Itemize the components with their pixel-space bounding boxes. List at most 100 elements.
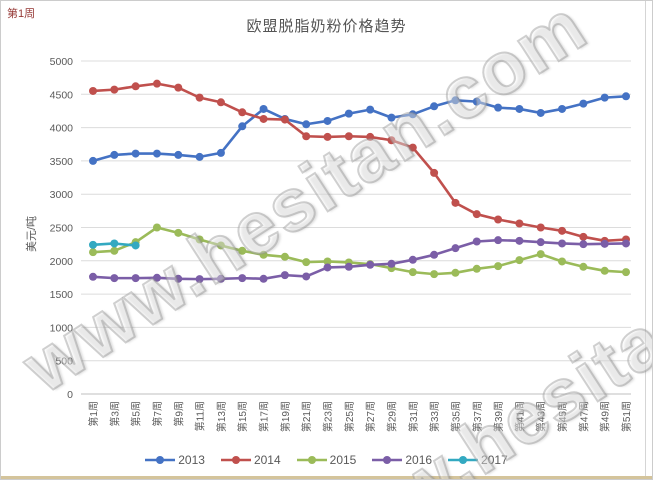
y-tick-label: 5000: [50, 56, 74, 68]
series-marker-2013: [494, 103, 503, 112]
series-marker-2016: [579, 240, 588, 249]
series-marker-2013: [131, 149, 140, 158]
legend-label: 2013: [178, 453, 205, 467]
series-marker-2013: [174, 150, 183, 159]
series-marker-2015: [89, 248, 97, 257]
series-marker-2015: [579, 262, 588, 271]
legend-marker-icon: [145, 456, 176, 464]
legend-marker-icon: [220, 456, 251, 464]
series-marker-2015: [238, 246, 247, 255]
series-marker-2016: [131, 274, 140, 283]
legend-item-2017: 2017: [448, 453, 508, 467]
series-marker-2013: [216, 148, 225, 157]
series-marker-2015: [110, 246, 119, 255]
series-marker-2015: [280, 252, 289, 261]
series-marker-2016: [430, 250, 439, 259]
legend-item-2013: 2013: [145, 453, 205, 467]
series-marker-2016: [600, 239, 609, 248]
series-marker-2015: [152, 223, 161, 232]
page-bottom-strip: [1, 476, 652, 479]
legend-dot: [307, 456, 316, 464]
series-marker-2016: [558, 239, 567, 248]
series-marker-2015: [323, 257, 332, 266]
series-marker-2014: [408, 143, 417, 152]
series-marker-2013: [515, 104, 524, 113]
legend-label: 2017: [481, 453, 508, 467]
series-marker-2014: [89, 86, 97, 95]
page-border-line: [645, 1, 646, 479]
x-tick-label: 第33周: [428, 401, 441, 432]
series-marker-2016: [110, 274, 119, 283]
legend-item-2015: 2015: [296, 453, 357, 467]
y-tick-label: 0: [67, 389, 73, 401]
series-marker-2013: [451, 96, 460, 105]
series-marker-2014: [344, 132, 353, 141]
series-marker-2016: [536, 238, 545, 247]
legend-dot: [383, 456, 392, 464]
series-marker-2014: [131, 82, 140, 91]
series-marker-2013: [302, 120, 311, 129]
legend-dot: [459, 456, 468, 464]
series-marker-2016: [323, 263, 332, 272]
series-marker-2014: [110, 85, 119, 94]
x-tick-label: 第27周: [364, 401, 377, 432]
series-marker-2013: [238, 122, 247, 131]
series-marker-2015: [302, 258, 311, 267]
series-marker-2016: [408, 255, 417, 264]
y-tick-label: 1000: [50, 322, 74, 334]
series-marker-2013: [89, 156, 97, 165]
x-tick-label: 第35周: [449, 401, 462, 432]
x-tick-label: 第23周: [322, 401, 335, 432]
x-tick-label: 第9周: [172, 401, 185, 427]
series-marker-2013: [536, 108, 545, 117]
series-marker-2016: [280, 271, 289, 280]
legend-dot: [156, 456, 165, 464]
series-marker-2015: [259, 250, 268, 259]
x-tick-label: 第43周: [535, 401, 548, 432]
series-marker-2015: [430, 270, 439, 279]
series-marker-2015: [408, 268, 417, 277]
x-tick-label: 第45周: [556, 401, 569, 432]
y-tick-label: 3500: [50, 156, 74, 168]
legend-marker-icon: [372, 456, 403, 464]
series-line-2016: [91, 238, 628, 281]
x-tick-label: 第1周: [87, 401, 100, 427]
chart-title: 欧盟脱脂奶粉价格趋势: [246, 18, 407, 35]
series-marker-2015: [451, 268, 460, 277]
series-marker-2017: [89, 240, 97, 249]
x-tick-label: 第37周: [471, 401, 484, 432]
series-marker-2016: [387, 259, 396, 268]
series-marker-2013: [579, 99, 588, 108]
series-line-2014: [91, 82, 628, 243]
x-tick-label: 第11周: [194, 401, 207, 431]
x-tick-label: 第49周: [599, 401, 612, 432]
series-marker-2013: [152, 149, 161, 158]
series-marker-2014: [216, 98, 225, 107]
series-marker-2014: [579, 232, 588, 241]
series-marker-2016: [152, 273, 161, 282]
series-marker-2016: [366, 260, 375, 269]
x-tick-label: 第5周: [130, 401, 143, 427]
series-marker-2014: [494, 215, 503, 224]
series-marker-2014: [387, 136, 396, 145]
series-marker-2017: [131, 241, 140, 250]
series-marker-2015: [515, 256, 524, 265]
series-marker-2014: [558, 226, 567, 235]
series-marker-2014: [515, 219, 524, 228]
series-marker-2013: [558, 104, 567, 113]
y-tick-label: 2000: [50, 256, 74, 268]
series-marker-2016: [472, 237, 481, 246]
x-tick-label: 第31周: [407, 401, 420, 432]
x-tick-label: 第41周: [513, 401, 526, 432]
y-tick-label: 3000: [50, 189, 74, 201]
legend-marker-icon: [448, 456, 479, 464]
series-marker-2016: [238, 274, 247, 283]
series-marker-2014: [280, 115, 289, 124]
legend-label: 2015: [329, 453, 357, 467]
legend-dot: [231, 456, 240, 464]
series-marker-2014: [323, 132, 332, 141]
series-line-2013: [91, 94, 628, 163]
series-marker-2015: [536, 250, 545, 259]
